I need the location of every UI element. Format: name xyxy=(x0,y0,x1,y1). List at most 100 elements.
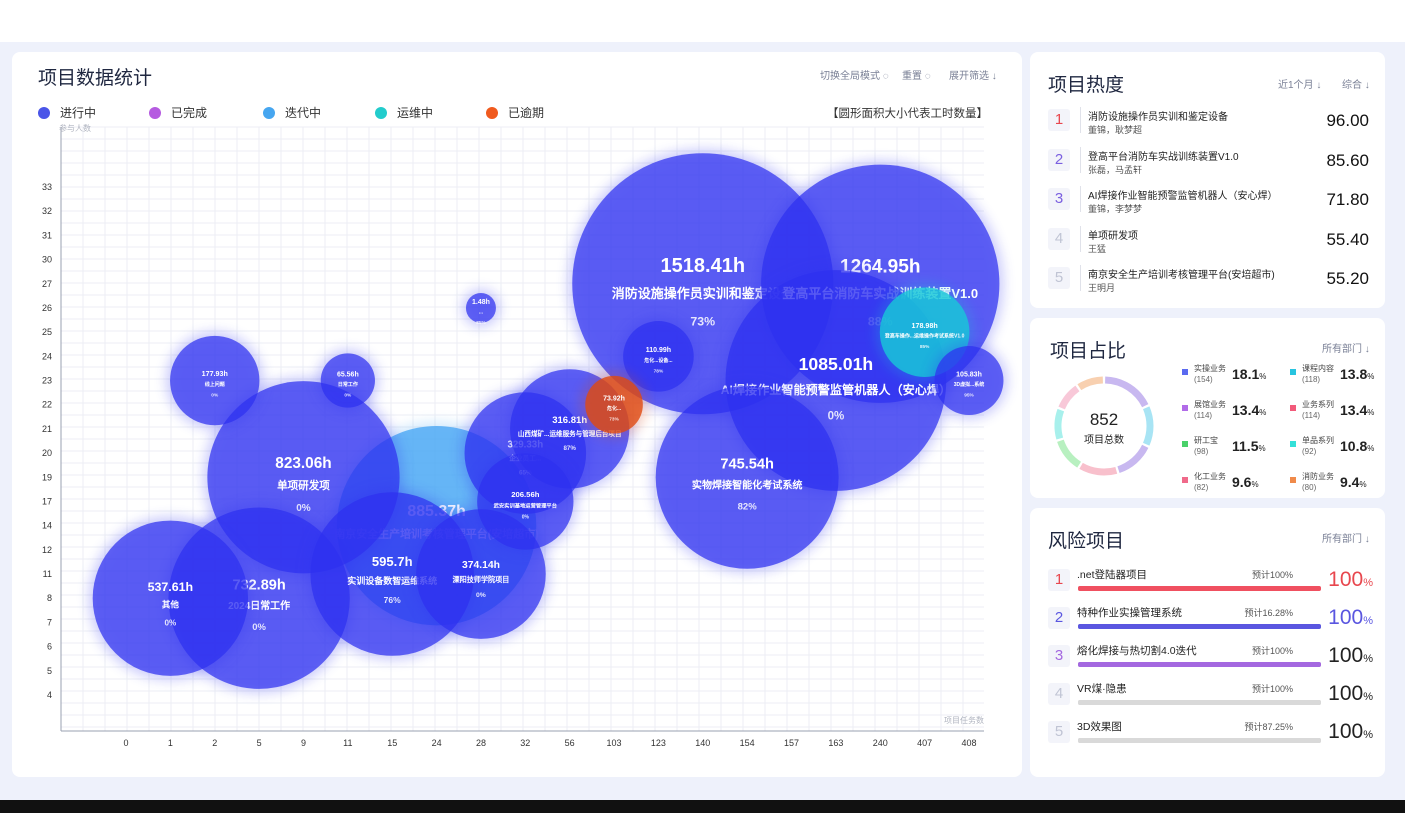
heat-sort-filter[interactable]: 综合 ↓ xyxy=(1342,80,1370,91)
bubble-name: 3D虚拟...系统 xyxy=(954,381,985,388)
ratio-label: 单品系列 xyxy=(1302,436,1334,445)
legend-in-progress[interactable]: 进行中 xyxy=(38,104,96,121)
bubble-hours: 823.06h xyxy=(275,455,331,472)
bubble: 73.92h 危化... 73% xyxy=(581,371,647,438)
donut-segment xyxy=(1142,406,1154,446)
bubble-circle xyxy=(934,346,1004,415)
top-bar xyxy=(0,0,1405,42)
y-tick-label: 19 xyxy=(42,472,52,482)
heat-period-filter[interactable]: 近1个月 ↓ xyxy=(1278,80,1322,91)
rank-badge: 2 xyxy=(1048,148,1070,171)
reset-button[interactable]: 重置 ◌ xyxy=(902,71,931,82)
risk-estimate: 预计100% xyxy=(1251,570,1293,580)
rank-badge: 3 xyxy=(1048,188,1070,210)
donut-segment xyxy=(1054,408,1065,440)
y-axis-label: 参与人数 xyxy=(59,123,91,133)
ratio-dept-filter[interactable]: 所有部门 ↓ xyxy=(1322,344,1370,355)
legend-iterating[interactable]: 迭代中 xyxy=(263,104,321,121)
risk-dept-filter[interactable]: 所有部门 ↓ xyxy=(1322,534,1370,545)
x-tick-label: 408 xyxy=(961,738,976,748)
ratio-percent: 18.1% xyxy=(1232,366,1267,382)
donut-segment xyxy=(1104,376,1149,408)
bubble-hours: 177.93h xyxy=(202,370,228,378)
y-tick-label: 14 xyxy=(42,521,52,531)
ratio-color-icon xyxy=(1290,369,1296,375)
expand-filter-button[interactable]: 展开筛选 ↓ xyxy=(949,71,997,82)
bubble: 1.48h... 85% xyxy=(461,288,500,327)
risk-percent: 100% xyxy=(1328,682,1373,705)
ratio-label: 消防业务 xyxy=(1302,472,1334,481)
heat-title: 项目热度 xyxy=(1048,75,1125,96)
risk-percent: 100% xyxy=(1328,720,1373,743)
bubble-hours: 1085.01h xyxy=(799,354,874,374)
area-note: 【圆形面积大小代表工时数量】 xyxy=(827,108,988,120)
y-tick-label: 4 xyxy=(47,690,52,700)
risk-progress-fill xyxy=(1078,700,1321,705)
legend-dot-icon xyxy=(263,106,275,119)
ratio-color-icon xyxy=(1290,405,1296,411)
ratio-label: 实操业务 xyxy=(1194,364,1226,373)
heat-project-name: 消防设施操作员实训和鉴定设备 xyxy=(1088,112,1228,123)
risk-percent: 100% xyxy=(1328,644,1373,667)
bubble-name: 山西煤矿...运维服务与管理后台项目 xyxy=(518,429,622,438)
heat-project-members: 王猛 xyxy=(1088,243,1107,254)
bubble-progress: 78% xyxy=(654,368,664,374)
legend-maintenance[interactable]: 运维中 xyxy=(375,104,433,121)
risk-project-name: 熔化焊接与热切割4.0迭代 xyxy=(1077,645,1197,657)
bubble: 110.99h 危化...设备... 78% xyxy=(619,317,698,396)
risk-progress-fill xyxy=(1078,586,1321,591)
risk-progress-track xyxy=(1078,624,1321,629)
bubble-circle xyxy=(477,453,574,550)
risk-estimate: 预计100% xyxy=(1251,646,1293,656)
ratio-label: 展馆业务 xyxy=(1194,400,1226,409)
heat-score: 85.60 xyxy=(1326,150,1369,170)
rank-badge: 2 xyxy=(1048,607,1070,629)
bubble-hours: 595.7h xyxy=(372,554,413,569)
ratio-percent: 13.4% xyxy=(1340,402,1375,418)
risk-estimate: 预计16.28% xyxy=(1244,608,1293,618)
project-stats-panel: 项目数据统计 切换全局模式 ◌ 重置 ◌ 展开筛选 ↓ 进行中 已完成 迭代中 … xyxy=(12,52,1022,777)
bubble-circle xyxy=(320,353,375,408)
ratio-label: 化工业务 xyxy=(1194,472,1226,481)
heat-score: 55.20 xyxy=(1326,269,1369,288)
ratio-count: (154) xyxy=(1194,375,1213,384)
divider xyxy=(1080,186,1081,212)
donut-segment xyxy=(1117,444,1149,473)
legend-dot-icon xyxy=(149,106,161,119)
heat-project-name: 南京安全生产培训考核管理平台(安培超市) xyxy=(1088,270,1275,281)
bubble-name: ... xyxy=(479,309,484,315)
ratio-color-icon xyxy=(1182,405,1188,411)
y-tick-label: 5 xyxy=(47,666,52,676)
risk-project-name: 特种作业实操管理系统 xyxy=(1077,607,1182,619)
donut-segment xyxy=(1079,462,1118,476)
bubble-circle xyxy=(585,375,643,434)
x-tick-label: 5 xyxy=(257,738,262,748)
bubble-hours: 1.48h xyxy=(472,299,490,306)
ratio-percent: 9.4% xyxy=(1340,474,1367,490)
y-tick-label: 26 xyxy=(42,303,52,313)
y-tick-label: 27 xyxy=(42,279,52,289)
ratio-label: 业务系列 xyxy=(1302,400,1334,409)
risk-progress-fill xyxy=(1078,662,1321,667)
heat-project-members: 董锦，李梦梦 xyxy=(1088,204,1143,214)
donut-segment xyxy=(1058,385,1080,410)
bubble-progress: 85% xyxy=(476,320,486,326)
risk-progress-fill xyxy=(1078,738,1321,743)
bubble-hours: 374.14h xyxy=(462,560,500,571)
toggle-global-mode-button[interactable]: 切换全局模式 ◌ xyxy=(820,71,889,82)
bubble-name: 单项研发项 xyxy=(277,479,330,492)
total-label: 项目总数 xyxy=(1084,435,1124,446)
project-heat-panel: 项目热度 近1个月 ↓ 综合 ↓ 1 消防设施操作员实训和鉴定设备 董锦，耿梦超… xyxy=(1030,52,1385,308)
legend-dot-icon xyxy=(38,106,50,119)
risk-title: 风险项目 xyxy=(1048,531,1125,552)
x-tick-label: 240 xyxy=(873,738,888,748)
legend-completed[interactable]: 已完成 xyxy=(149,104,207,121)
rank-badge: 1 xyxy=(1048,109,1070,131)
risk-project-panel: 风险项目 所有部门 ↓ 1 .net登陆器项目 预计100% 100% 2 特种作… xyxy=(1030,508,1385,777)
bubble-name: 危化...设备... xyxy=(643,357,673,364)
heat-project-members: 张磊，马孟轩 xyxy=(1088,164,1143,175)
bubble-progress: 85% xyxy=(920,344,930,350)
x-tick-label: 56 xyxy=(565,738,575,748)
legend-overdue[interactable]: 已逾期 xyxy=(486,104,544,121)
